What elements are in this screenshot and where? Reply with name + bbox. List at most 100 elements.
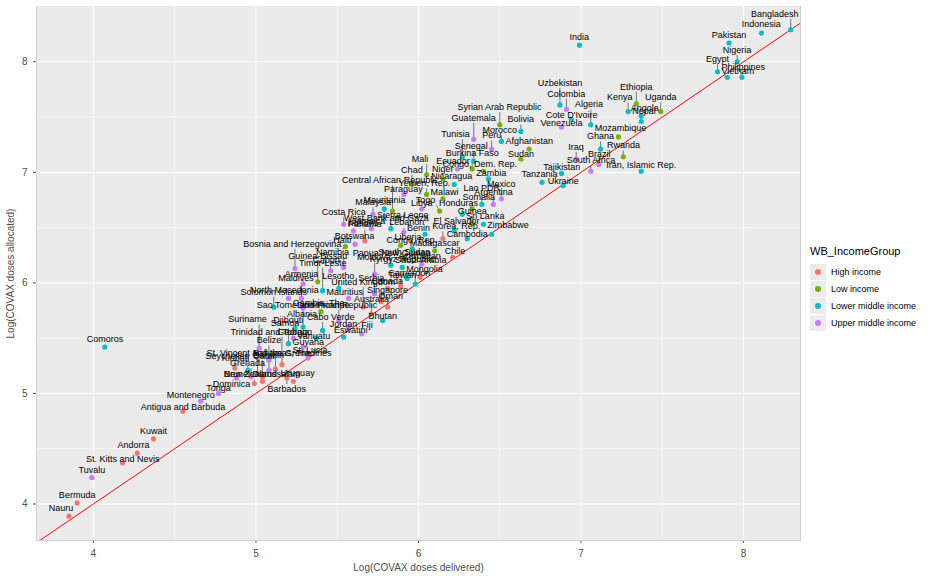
svg-text:Nigeria: Nigeria	[723, 45, 752, 55]
svg-text:Syrian Arab Republic: Syrian Arab Republic	[457, 102, 542, 112]
svg-text:Dominican Republic: Dominican Republic	[297, 300, 378, 310]
svg-text:Lebanon: Lebanon	[389, 217, 424, 227]
svg-text:7: 7	[578, 548, 584, 559]
svg-text:Iraq: Iraq	[568, 142, 584, 152]
svg-text:Bolivia: Bolivia	[508, 114, 535, 124]
svg-text:Fiji: Fiji	[361, 320, 373, 330]
svg-text:Kuwait: Kuwait	[140, 426, 168, 436]
svg-text:El Salvador: El Salvador	[433, 215, 480, 226]
svg-text:Cambodia: Cambodia	[447, 229, 488, 239]
svg-text:4: 4	[22, 498, 28, 509]
svg-text:Libya: Libya	[411, 198, 433, 208]
svg-text:Bangladesh: Bangladesh	[751, 9, 799, 19]
svg-text:North Macedonia: North Macedonia	[250, 285, 319, 295]
svg-text:Burkina Faso: Burkina Faso	[445, 148, 499, 159]
svg-text:6: 6	[22, 277, 28, 288]
svg-text:Mali: Mali	[412, 154, 429, 164]
svg-text:Mexico: Mexico	[487, 179, 516, 189]
svg-text:Nauru: Nauru	[49, 503, 74, 513]
svg-text:St. Lucia: St. Lucia	[292, 345, 327, 355]
svg-text:Sri Lanka: Sri Lanka	[466, 211, 504, 221]
svg-text:Andorra: Andorra	[118, 440, 150, 450]
svg-text:Albania: Albania	[287, 309, 317, 319]
svg-text:Colombia: Colombia	[547, 89, 585, 99]
svg-text:Serbia: Serbia	[358, 273, 384, 283]
svg-text:Afghanistan: Afghanistan	[505, 136, 553, 146]
svg-text:Dominica: Dominica	[213, 379, 251, 389]
svg-text:Indonesia: Indonesia	[742, 19, 781, 29]
svg-text:Antigua and Barbuda: Antigua and Barbuda	[141, 402, 226, 412]
svg-text:Venezuela: Venezuela	[541, 118, 583, 128]
svg-text:Malaysia: Malaysia	[355, 197, 391, 207]
svg-text:Bhutan: Bhutan	[368, 311, 397, 321]
svg-text:8: 8	[22, 56, 28, 67]
svg-text:St. Kitts and Nevis: St. Kitts and Nevis	[86, 454, 160, 464]
svg-text:Malawi: Malawi	[431, 187, 459, 197]
svg-text:Senegal: Senegal	[455, 141, 488, 151]
svg-text:Djibouti: Djibouti	[273, 314, 304, 325]
svg-text:Zambia: Zambia	[476, 168, 506, 178]
svg-text:Barbados: Barbados	[268, 384, 307, 394]
svg-text:Nepal: Nepal	[632, 106, 656, 116]
svg-text:5: 5	[22, 388, 28, 399]
svg-text:Peru: Peru	[482, 130, 501, 140]
svg-text:Iran, Islamic Rep.: Iran, Islamic Rep.	[606, 160, 676, 170]
svg-text:Philippines: Philippines	[722, 62, 766, 72]
svg-text:Mozambique: Mozambique	[594, 123, 647, 134]
svg-text:Ethiopia: Ethiopia	[620, 82, 653, 92]
svg-text:Guatemala: Guatemala	[452, 113, 496, 123]
svg-text:4: 4	[91, 548, 97, 559]
svg-text:6: 6	[416, 548, 422, 559]
svg-text:Uruguay: Uruguay	[281, 368, 316, 378]
svg-text:Mauritius: Mauritius	[327, 287, 364, 297]
svg-text:Central African Republic: Central African Republic	[342, 175, 439, 186]
svg-text:Ukraine: Ukraine	[548, 176, 579, 186]
svg-text:Jamaica: Jamaica	[352, 216, 386, 226]
svg-text:Trinidad and Tobago: Trinidad and Tobago	[230, 326, 313, 337]
svg-text:Comoros: Comoros	[87, 334, 124, 344]
svg-text:India: India	[570, 32, 590, 42]
svg-text:St. Vincent and the Grenadines: St. Vincent and the Grenadines	[206, 347, 332, 358]
svg-text:Brunei Darussalam: Brunei Darussalam	[224, 368, 301, 379]
svg-text:Armenia: Armenia	[285, 269, 319, 279]
svg-text:Tanzania: Tanzania	[521, 169, 558, 180]
svg-text:Rwanda: Rwanda	[607, 140, 640, 150]
svg-text:5: 5	[253, 548, 259, 559]
svg-text:Oman: Oman	[379, 291, 404, 301]
svg-text:Azerbaijan: Azerbaijan	[398, 251, 441, 261]
svg-text:Uzbekistan: Uzbekistan	[538, 78, 583, 88]
svg-text:Pakistan: Pakistan	[712, 30, 747, 40]
svg-text:Algeria: Algeria	[575, 99, 603, 109]
svg-text:Grenada: Grenada	[230, 358, 265, 368]
svg-text:Ecuador: Ecuador	[436, 156, 470, 166]
svg-text:Brazil: Brazil	[588, 149, 611, 159]
svg-text:Paraguay: Paraguay	[384, 184, 423, 194]
svg-text:Bermuda: Bermuda	[59, 490, 96, 500]
svg-text:Honduras: Honduras	[439, 198, 479, 208]
svg-text:Kenya: Kenya	[607, 92, 633, 102]
svg-text:Suriname: Suriname	[228, 314, 267, 324]
svg-text:Chile: Chile	[444, 245, 466, 256]
svg-text:Tuvalu: Tuvalu	[79, 465, 106, 475]
svg-text:Uganda: Uganda	[645, 92, 677, 102]
html-text:WB_IncomeGroup: WB_IncomeGroup	[810, 245, 901, 257]
svg-text:Chad: Chad	[401, 165, 423, 175]
svg-text:Log(COVAX doses delivered): Log(COVAX doses delivered)	[353, 562, 483, 573]
svg-text:Namibia: Namibia	[316, 247, 349, 257]
svg-text:Botswana: Botswana	[335, 231, 375, 241]
svg-text:Zimbabwe: Zimbabwe	[487, 220, 529, 230]
svg-text:8: 8	[741, 548, 747, 559]
svg-text:Jordan: Jordan	[330, 319, 358, 329]
svg-text:Sudan: Sudan	[508, 149, 534, 159]
svg-text:Lesotho: Lesotho	[322, 271, 354, 281]
svg-text:Moldova: Moldova	[357, 252, 391, 262]
svg-text:Ghana: Ghana	[587, 131, 614, 141]
svg-text:Tunisia: Tunisia	[441, 129, 470, 139]
svg-text:Cameroon: Cameroon	[388, 268, 430, 278]
svg-text:Congo, Rep.: Congo, Rep.	[387, 235, 438, 245]
svg-text:7: 7	[22, 167, 28, 178]
svg-text:Nicaragua: Nicaragua	[431, 171, 472, 181]
svg-text:Cote D'Ivoire: Cote D'Ivoire	[545, 109, 598, 120]
svg-text:Log(COVAX doses allocated): Log(COVAX doses allocated)	[5, 209, 16, 339]
svg-text:Tajikistan: Tajikistan	[543, 161, 581, 172]
